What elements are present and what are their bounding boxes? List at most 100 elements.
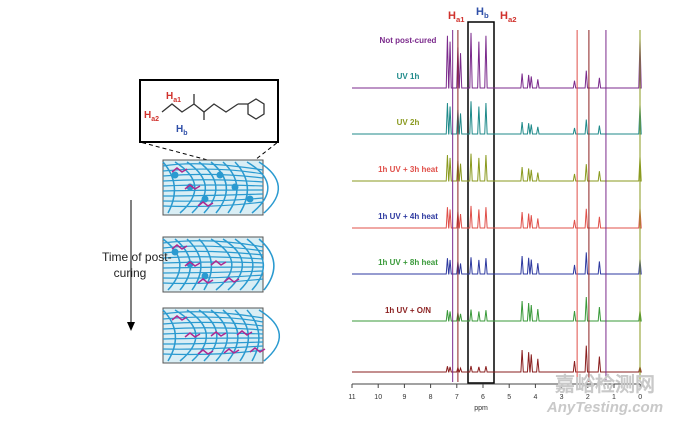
h-subscript: b [183,130,187,137]
trace-label: UV 1h [397,72,420,81]
highlight-box [467,21,495,384]
h-letter: H [476,6,484,18]
x-tick-label: 2 [586,394,590,401]
polymer-chain [162,261,264,264]
spectra: Not post-cured UV 1h UV 2h 1h UV + 3h heat 1… [348,6,642,412]
monomer [171,171,179,179]
crosslink [249,347,266,353]
polymer-chain [258,161,280,214]
x-axis-label: ppm [474,405,488,412]
h-label: Ha2 [144,110,159,123]
h-letter: H [176,124,183,135]
crosslink [223,277,240,283]
polymer-chain [162,163,264,171]
polymer-chain [186,238,202,291]
polymer-chain [162,256,264,260]
monomer [201,272,209,280]
networks [162,159,281,364]
polymer-chain [174,161,196,214]
polymer-chain [162,321,264,327]
crosslink [197,278,214,284]
x-tick-label: 9 [402,394,406,401]
crosslink [197,349,214,355]
polymer-chain [162,245,264,252]
polymer-chain [198,309,218,362]
crosslink [171,244,188,250]
trace-label: Not post-cured [380,36,437,45]
h-letter: H [500,10,508,22]
crosslink [197,201,214,207]
h-subscript: a2 [151,116,159,123]
polymer-chain [162,278,264,285]
crosslink [184,184,201,190]
monomer [186,260,194,268]
crosslink [210,331,227,337]
molecule-box [139,79,279,143]
h-label: Ha1 [166,91,181,104]
polymer-chain [198,161,217,214]
x-tick-label: 1 [612,394,616,401]
polymer-chain [162,238,181,291]
x-tick-label: 7 [455,394,459,401]
monomer [216,171,224,179]
h-subscript: a1 [456,15,465,24]
polymer-chain [246,309,260,362]
h-label: Ha1 [448,10,465,24]
arrow-head [127,322,135,331]
crosslink [223,348,240,354]
polymer-chain [246,238,265,291]
polymer-chain [246,161,269,214]
monomer [186,183,194,191]
polymer-chain [210,238,233,291]
polymer-chain [162,337,264,340]
polymer-chain [162,341,264,345]
x-tick-label: 3 [560,394,564,401]
polymer-chain [162,193,264,197]
crosslink [210,260,227,266]
crosslink [236,330,253,336]
polymer-chain [234,238,254,291]
h-subscript: b [484,11,489,20]
x-tick-label: 0 [638,394,642,401]
trace-label: 1h UV + 8h heat [378,258,438,267]
polymer-chain [234,161,249,214]
x-tick-label: 8 [429,394,433,401]
monomer [231,183,239,191]
crosslink [184,332,201,338]
polymer-chain [162,201,264,208]
h-subscript: a1 [173,97,181,104]
x-tick-label: 4 [533,394,537,401]
h-label: Ha2 [500,10,517,24]
monomer [171,248,179,256]
h-letter: H [448,10,456,22]
x-tick-label: 6 [481,394,485,401]
h-subscript: a2 [508,15,517,24]
polymer-chain [162,311,264,319]
polymer-chain [222,238,244,291]
trace-label: UV 2h [397,118,420,127]
time-label: Time of post- [102,250,172,264]
polymer-chain [162,179,264,183]
spectrum [352,101,642,135]
trace-label: 1h UV + 3h heat [378,165,438,174]
polymer-chain [162,184,264,187]
trace-label: 1h UV + O/N [385,306,431,315]
h-letter: H [166,91,173,102]
polymer-chain [162,240,264,248]
crosslink [184,261,201,267]
polymer-chain [162,327,264,331]
polymer-chain [162,189,264,192]
polymer-chain [162,349,264,356]
x-tick-label: 5 [507,394,511,401]
polymer-chain [174,309,197,362]
h-label: Hb [176,124,188,137]
watermark: 嘉峪检测网 [554,372,655,396]
molecule [161,94,265,120]
polymer-chain [210,309,229,362]
polymer-chain [162,332,264,335]
polymer-chain [258,238,275,291]
time-label: curing [114,266,147,280]
polymer-chain [162,197,264,202]
x-tick-label: 10 [374,394,382,401]
